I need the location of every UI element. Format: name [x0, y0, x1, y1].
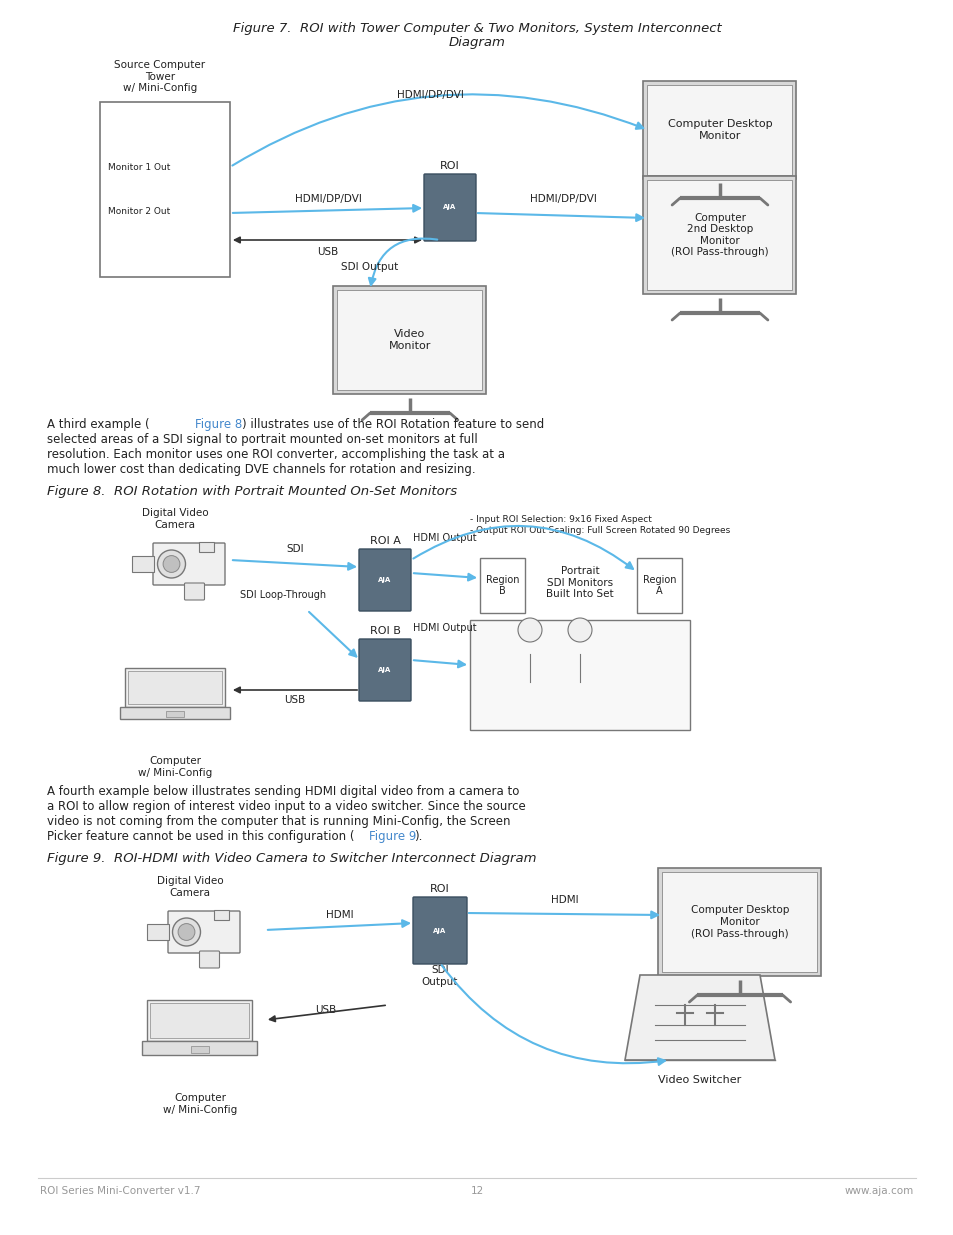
Text: ) illustrates use of the ROI Rotation feature to send: ) illustrates use of the ROI Rotation fe…	[242, 417, 543, 431]
Text: Video Switcher: Video Switcher	[658, 1074, 740, 1086]
Text: Figure 8: Figure 8	[194, 417, 242, 431]
Text: HDMI: HDMI	[326, 910, 354, 920]
Text: Diagram: Diagram	[448, 36, 505, 49]
Text: SDI Loop-Through: SDI Loop-Through	[240, 590, 326, 600]
Text: AJA: AJA	[433, 927, 446, 934]
Text: ROI: ROI	[430, 884, 450, 894]
FancyBboxPatch shape	[100, 103, 230, 277]
FancyBboxPatch shape	[647, 180, 792, 290]
Polygon shape	[624, 974, 774, 1060]
Circle shape	[157, 550, 185, 578]
Text: Picker feature cannot be used in this configuration (: Picker feature cannot be used in this co…	[47, 830, 355, 844]
Text: Digital Video
Camera: Digital Video Camera	[156, 876, 223, 898]
Text: HDMI/DP/DVI: HDMI/DP/DVI	[294, 194, 361, 204]
FancyBboxPatch shape	[199, 542, 214, 552]
Circle shape	[178, 924, 194, 940]
Text: USB: USB	[314, 1005, 335, 1015]
Text: www.aja.com: www.aja.com	[843, 1186, 913, 1195]
Text: Figure 8.  ROI Rotation with Portrait Mounted On-Set Monitors: Figure 8. ROI Rotation with Portrait Mou…	[47, 485, 456, 498]
FancyBboxPatch shape	[470, 620, 689, 730]
FancyBboxPatch shape	[152, 543, 225, 585]
FancyBboxPatch shape	[148, 1000, 253, 1041]
Text: SDI Output: SDI Output	[341, 262, 398, 272]
Text: Computer
w/ Mini-Config: Computer w/ Mini-Config	[163, 1093, 237, 1115]
Text: ).: ).	[414, 830, 422, 844]
Text: 12: 12	[470, 1186, 483, 1195]
Text: ROI Series Mini-Converter v1.7: ROI Series Mini-Converter v1.7	[40, 1186, 200, 1195]
Text: HDMI Output: HDMI Output	[413, 534, 476, 543]
Text: - Input ROI Selection: 9x16 Fixed Aspect: - Input ROI Selection: 9x16 Fixed Aspect	[470, 515, 651, 524]
FancyBboxPatch shape	[199, 951, 219, 968]
Text: Computer Desktop
Monitor: Computer Desktop Monitor	[667, 120, 772, 141]
Text: A fourth example below illustrates sending HDMI digital video from a camera to: A fourth example below illustrates sendi…	[47, 785, 518, 798]
FancyBboxPatch shape	[358, 638, 411, 701]
FancyBboxPatch shape	[423, 174, 476, 241]
FancyBboxPatch shape	[166, 711, 184, 718]
Text: resolution. Each monitor uses one ROI converter, accomplishing the task at a: resolution. Each monitor uses one ROI co…	[47, 448, 504, 461]
Text: USB: USB	[284, 695, 305, 705]
Text: USB: USB	[317, 247, 338, 257]
FancyBboxPatch shape	[184, 583, 204, 600]
FancyBboxPatch shape	[413, 897, 467, 965]
FancyBboxPatch shape	[643, 177, 796, 294]
Text: Figure 9.  ROI-HDMI with Video Camera to Switcher Interconnect Diagram: Figure 9. ROI-HDMI with Video Camera to …	[47, 852, 536, 864]
Circle shape	[517, 618, 541, 642]
Text: a ROI to allow region of interest video input to a video switcher. Since the sou: a ROI to allow region of interest video …	[47, 800, 525, 813]
Text: SDI
Output: SDI Output	[421, 965, 457, 987]
FancyBboxPatch shape	[479, 558, 524, 613]
Text: ROI B: ROI B	[369, 626, 400, 636]
Text: Region
A: Region A	[642, 574, 676, 597]
FancyBboxPatch shape	[334, 287, 486, 394]
FancyBboxPatch shape	[214, 910, 230, 920]
Text: selected areas of a SDI signal to portrait mounted on-set monitors at full: selected areas of a SDI signal to portra…	[47, 433, 477, 446]
Text: Computer
w/ Mini-Config: Computer w/ Mini-Config	[138, 756, 212, 778]
FancyBboxPatch shape	[337, 290, 482, 390]
FancyBboxPatch shape	[147, 924, 169, 940]
FancyBboxPatch shape	[151, 1003, 250, 1039]
Text: Computer Desktop
Monitor
(ROI Pass-through): Computer Desktop Monitor (ROI Pass-throu…	[690, 905, 788, 939]
FancyBboxPatch shape	[132, 556, 153, 572]
FancyBboxPatch shape	[358, 550, 411, 611]
Text: HDMI: HDMI	[551, 895, 578, 905]
FancyBboxPatch shape	[658, 868, 821, 976]
Circle shape	[163, 556, 180, 572]
FancyBboxPatch shape	[168, 911, 240, 953]
Text: HDMI/DP/DVI: HDMI/DP/DVI	[529, 194, 596, 204]
Text: AJA: AJA	[378, 577, 392, 583]
Text: Portrait
SDI Monitors
Built Into Set: Portrait SDI Monitors Built Into Set	[546, 566, 613, 599]
FancyBboxPatch shape	[647, 85, 792, 175]
Text: SDI: SDI	[286, 543, 303, 555]
FancyBboxPatch shape	[120, 706, 230, 719]
FancyBboxPatch shape	[643, 82, 796, 179]
Text: Monitor 2 Out: Monitor 2 Out	[108, 207, 170, 216]
FancyBboxPatch shape	[125, 668, 225, 706]
Text: Monitor 1 Out: Monitor 1 Out	[108, 163, 171, 172]
Circle shape	[567, 618, 592, 642]
Text: Computer
2nd Desktop
Monitor
(ROI Pass-through): Computer 2nd Desktop Monitor (ROI Pass-t…	[671, 212, 768, 257]
Text: Figure 7.  ROI with Tower Computer & Two Monitors, System Interconnect: Figure 7. ROI with Tower Computer & Two …	[233, 22, 720, 35]
Text: Video
Monitor: Video Monitor	[389, 330, 431, 351]
Text: video is not coming from the computer that is running Mini-Config, the Screen: video is not coming from the computer th…	[47, 815, 510, 827]
Text: HDMI Output: HDMI Output	[413, 622, 476, 634]
Text: Source Computer
Tower
w/ Mini-Config: Source Computer Tower w/ Mini-Config	[114, 61, 205, 93]
Text: Region
B: Region B	[485, 574, 518, 597]
Text: Figure 9: Figure 9	[369, 830, 416, 844]
FancyBboxPatch shape	[191, 1046, 209, 1052]
Text: AJA: AJA	[443, 205, 456, 210]
Text: ROI A: ROI A	[369, 536, 400, 546]
Text: much lower cost than dedicating DVE channels for rotation and resizing.: much lower cost than dedicating DVE chan…	[47, 463, 476, 475]
Circle shape	[172, 918, 200, 946]
FancyBboxPatch shape	[637, 558, 681, 613]
Text: HDMI/DP/DVI: HDMI/DP/DVI	[396, 90, 463, 100]
FancyBboxPatch shape	[142, 1041, 257, 1055]
Text: A third example (: A third example (	[47, 417, 150, 431]
FancyBboxPatch shape	[128, 671, 222, 704]
Text: ROI: ROI	[439, 161, 459, 170]
FancyBboxPatch shape	[661, 872, 817, 972]
Text: Digital Video
Camera: Digital Video Camera	[142, 508, 208, 530]
Text: - Output ROI Out Scaling: Full Screen Rotated 90 Degrees: - Output ROI Out Scaling: Full Screen Ro…	[470, 526, 729, 535]
Text: AJA: AJA	[378, 667, 392, 673]
